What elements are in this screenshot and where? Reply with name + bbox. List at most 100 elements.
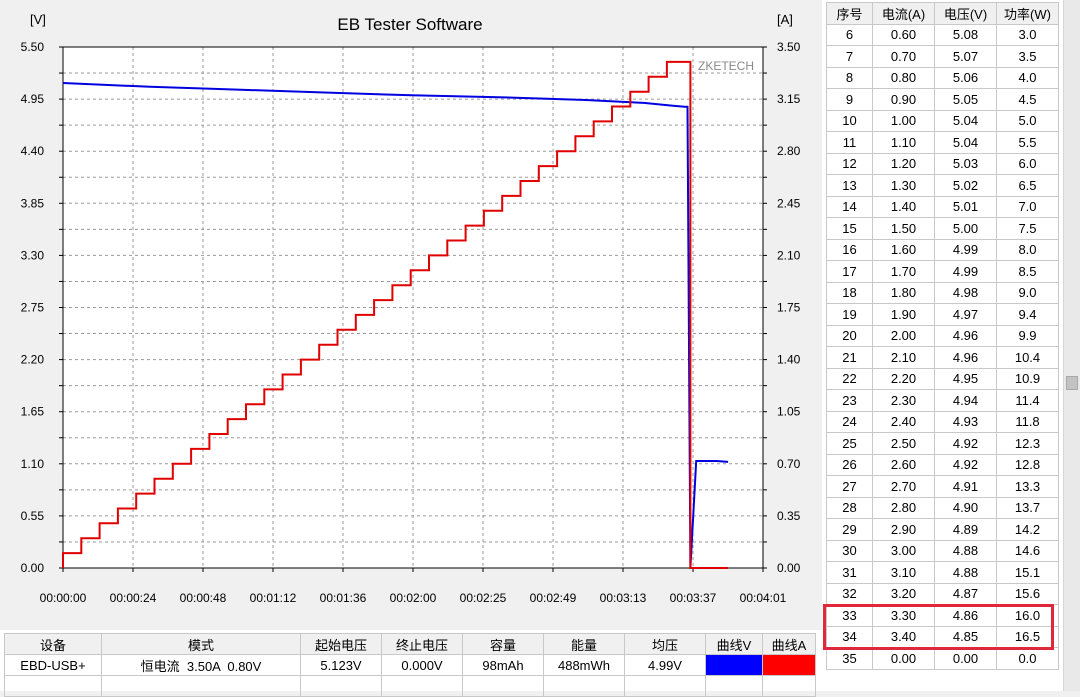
table-row[interactable]: 29 2.90 4.89 14.2 [826, 518, 1059, 541]
row-voltage: 5.04 [934, 131, 997, 154]
summary-start-voltage: 5.123V [300, 654, 382, 676]
row-power: 0.0 [996, 647, 1059, 670]
table-row[interactable]: 27 2.70 4.91 13.3 [826, 475, 1059, 498]
x-tick-label: 00:02:25 [460, 591, 507, 605]
table-row[interactable]: 25 2.50 4.92 12.3 [826, 432, 1059, 455]
row-power: 8.5 [996, 260, 1059, 283]
col-header-current[interactable]: 电流(A) [872, 2, 935, 25]
row-power: 3.0 [996, 23, 1059, 46]
row-voltage: 5.01 [934, 195, 997, 218]
table-row[interactable]: 14 1.40 5.01 7.0 [826, 195, 1059, 218]
chart-title: EB Tester Software [337, 15, 482, 34]
row-voltage: 4.86 [934, 604, 997, 627]
row-index: 34 [826, 625, 873, 648]
table-row[interactable]: 13 1.30 5.02 6.5 [826, 174, 1059, 197]
row-current: 1.70 [872, 260, 935, 283]
table-row[interactable]: 18 1.80 4.98 9.0 [826, 281, 1059, 304]
row-voltage: 4.88 [934, 561, 997, 584]
summary-header-curve-a: 曲线A [762, 633, 816, 655]
table-row[interactable]: 28 2.80 4.90 13.7 [826, 496, 1059, 519]
col-header-power[interactable]: 功率(W) [996, 2, 1059, 25]
table-row[interactable]: 31 3.10 4.88 15.1 [826, 561, 1059, 584]
table-row[interactable]: 8 0.80 5.06 4.0 [826, 66, 1059, 89]
right-tick-label: 1.40 [777, 353, 801, 367]
x-tick-label: 00:01:12 [250, 591, 297, 605]
row-index: 17 [826, 260, 873, 283]
curve-v-color-swatch[interactable] [705, 654, 763, 676]
table-row[interactable]: 7 0.70 5.07 3.5 [826, 45, 1059, 68]
row-voltage: 0.00 [934, 647, 997, 670]
table-row[interactable]: 17 1.70 4.99 8.5 [826, 260, 1059, 283]
row-current: 1.90 [872, 303, 935, 326]
row-index: 32 [826, 582, 873, 605]
table-row[interactable]: 6 0.60 5.08 3.0 [826, 23, 1059, 46]
table-row[interactable]: 20 2.00 4.96 9.9 [826, 324, 1059, 347]
right-tick-label: 0.00 [777, 561, 801, 575]
row-index: 24 [826, 410, 873, 433]
row-current: 3.40 [872, 625, 935, 648]
right-axis-unit: [A] [777, 12, 793, 27]
row-index: 10 [826, 109, 873, 132]
row-power: 16.5 [996, 625, 1059, 648]
row-current: 3.10 [872, 561, 935, 584]
table-row[interactable]: 35 0.00 0.00 0.0 [826, 647, 1059, 670]
right-tick-label: 3.15 [777, 92, 801, 106]
left-tick-label: 0.55 [21, 509, 45, 523]
curve-a-color-swatch[interactable] [762, 654, 816, 676]
row-current: 2.10 [872, 346, 935, 369]
row-index: 28 [826, 496, 873, 519]
row-voltage: 4.99 [934, 260, 997, 283]
table-row[interactable]: 21 2.10 4.96 10.4 [826, 346, 1059, 369]
table-row[interactable]: 22 2.20 4.95 10.9 [826, 367, 1059, 390]
scrollbar-thumb[interactable] [1066, 376, 1078, 390]
table-row[interactable]: 30 3.00 4.88 14.6 [826, 539, 1059, 562]
left-axis-unit: [V] [30, 12, 46, 27]
data-table-panel: 序号 电流(A) 电压(V) 功率(W) 6 0.60 5.08 3.0 7 0.70 5.… [822, 0, 1080, 691]
row-power: 4.5 [996, 88, 1059, 111]
row-index: 12 [826, 152, 873, 175]
row-index: 19 [826, 303, 873, 326]
row-power: 12.3 [996, 432, 1059, 455]
table-row[interactable]: 24 2.40 4.93 11.8 [826, 410, 1059, 433]
row-voltage: 5.02 [934, 174, 997, 197]
x-tick-label: 00:00:24 [110, 591, 157, 605]
x-tick-label: 00:02:00 [390, 591, 437, 605]
table-row[interactable]: 19 1.90 4.97 9.4 [826, 303, 1059, 326]
table-row[interactable]: 33 3.30 4.86 16.0 [826, 604, 1059, 627]
table-row[interactable]: 12 1.20 5.03 6.0 [826, 152, 1059, 175]
row-voltage: 5.05 [934, 88, 997, 111]
row-current: 1.20 [872, 152, 935, 175]
left-tick-label: 3.85 [21, 196, 45, 210]
row-voltage: 4.85 [934, 625, 997, 648]
col-header-voltage[interactable]: 电压(V) [934, 2, 997, 25]
table-row[interactable]: 16 1.60 4.99 8.0 [826, 238, 1059, 261]
row-index: 22 [826, 367, 873, 390]
table-row[interactable]: 10 1.00 5.04 5.0 [826, 109, 1059, 132]
table-row[interactable]: 9 0.90 5.05 4.5 [826, 88, 1059, 111]
summary-empty-cell [101, 675, 301, 697]
table-row[interactable]: 32 3.20 4.87 15.6 [826, 582, 1059, 605]
row-index: 20 [826, 324, 873, 347]
row-current: 1.60 [872, 238, 935, 261]
row-voltage: 4.98 [934, 281, 997, 304]
row-current: 2.60 [872, 453, 935, 476]
summary-header-start-voltage: 起始电压 [300, 633, 382, 655]
table-row[interactable]: 26 2.60 4.92 12.8 [826, 453, 1059, 476]
summary-empty-cell [4, 675, 102, 697]
left-tick-label: 1.65 [21, 405, 45, 419]
summary-header-capacity: 容量 [462, 633, 544, 655]
row-current: 1.10 [872, 131, 935, 154]
table-row[interactable]: 23 2.30 4.94 11.4 [826, 389, 1059, 412]
row-index: 26 [826, 453, 873, 476]
table-row[interactable]: 34 3.40 4.85 16.5 [826, 625, 1059, 648]
table-row[interactable]: 11 1.10 5.04 5.5 [826, 131, 1059, 154]
row-index: 15 [826, 217, 873, 240]
data-table: 序号 电流(A) 电压(V) 功率(W) 6 0.60 5.08 3.0 7 0.70 5.… [826, 2, 1059, 670]
table-scrollbar[interactable] [1063, 0, 1080, 691]
summary-capacity: 98mAh [462, 654, 544, 676]
row-power: 14.2 [996, 518, 1059, 541]
col-header-index[interactable]: 序号 [826, 2, 873, 25]
table-row[interactable]: 15 1.50 5.00 7.5 [826, 217, 1059, 240]
summary-mode: 恒电流 3.50A 0.80V [101, 654, 301, 676]
summary-empty-cell [300, 675, 382, 697]
